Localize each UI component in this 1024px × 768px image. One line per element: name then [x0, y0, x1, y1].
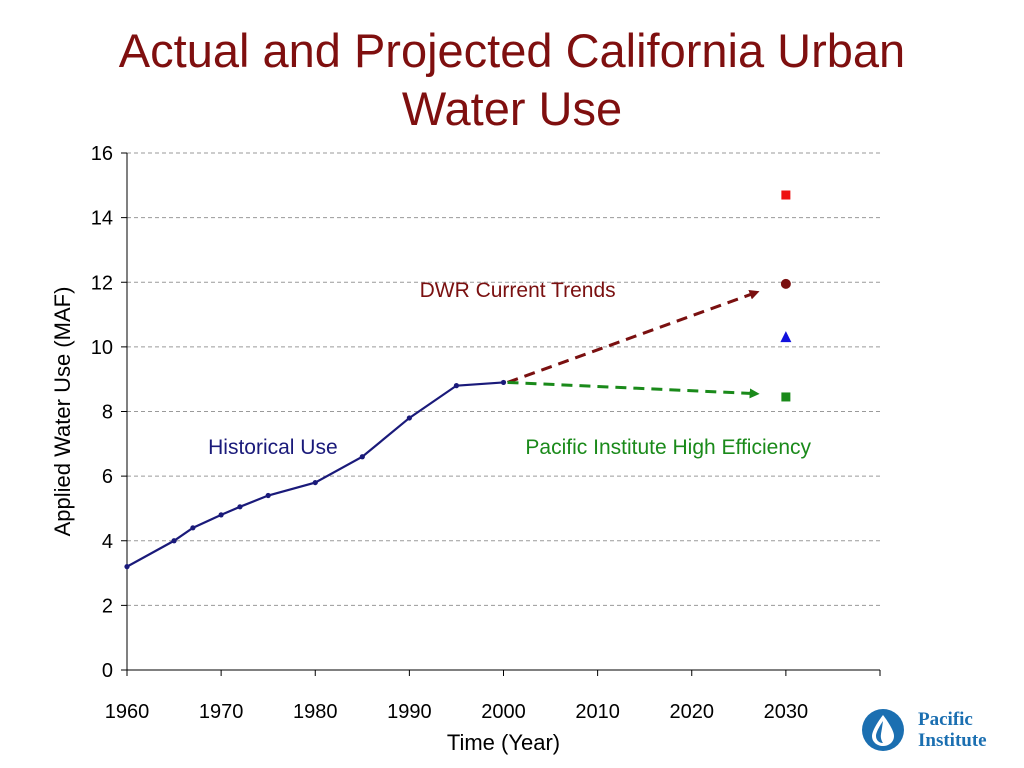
arrow-pacific-institute-high-efficiency	[507, 380, 760, 399]
y-tick-label-8: 8	[102, 402, 113, 424]
series-line-historical-use	[126, 381, 504, 568]
x-tick-label-1980: 1980	[293, 701, 338, 723]
x-tick-label-1960: 1960	[105, 701, 150, 723]
annotation-historical-use: Historical Use	[208, 436, 338, 459]
y-tick-label-10: 10	[91, 337, 113, 359]
annotation-dwr-current-trends: DWR Current Trends	[420, 279, 616, 302]
water-drop-icon	[862, 709, 904, 751]
marker-2030-circle-1	[780, 278, 791, 289]
y-axis-title: Applied Water Use (MAF)	[50, 287, 75, 537]
labels: DWR Current Trends Historical Use Pacific …	[208, 279, 811, 459]
y-tick-label-0: 0	[102, 660, 113, 682]
x-tick-label-1970: 1970	[199, 701, 244, 723]
y-tick-label-2: 2	[102, 595, 113, 617]
x-tick-label-2010: 2010	[575, 701, 620, 723]
slide-title-line2: Water Use	[401, 82, 623, 135]
series-point-1960	[124, 564, 130, 570]
series-point-1965	[171, 538, 177, 544]
arrow-dwr-current-trends	[506, 289, 760, 384]
series-point-2000	[500, 379, 507, 386]
axes: 0 2 4 6 8 10 12 14 16 1960 1970 1980 1990 2000 2010 202…	[50, 143, 881, 755]
series	[124, 190, 792, 570]
logo-line2: Institute	[918, 730, 987, 751]
logo-text: Pacific Institute	[918, 709, 987, 751]
series-point-1980	[312, 479, 318, 486]
slide-title-line1: Actual and Projected California Urban	[118, 24, 906, 77]
series-point-1975	[265, 492, 271, 499]
slide-title: Actual and Projected California Urban Wa…	[0, 22, 1024, 138]
annotation-pacific-institute-high-efficiency: Pacific Institute High Efficiency	[525, 436, 811, 459]
pacific-institute-logo: Pacific Institute	[858, 705, 1018, 755]
x-tick-label-2020: 2020	[670, 701, 715, 723]
series-point-1972	[237, 504, 243, 510]
y-tick-label-6: 6	[102, 466, 113, 488]
grid-lines	[127, 152, 880, 606]
series-point-1995	[453, 383, 460, 389]
marker-2030-triangle-2	[780, 331, 792, 343]
x-axis-title: Time (Year)	[447, 730, 560, 755]
marker-2030-square-3	[781, 392, 791, 402]
marker-2030-square-0	[781, 190, 791, 200]
series-point-1970	[218, 512, 224, 518]
y-tick-label-12: 12	[91, 272, 113, 294]
x-tick-label-1990: 1990	[387, 701, 432, 723]
y-tick-label-16: 16	[91, 143, 113, 165]
logo-line1: Pacific	[918, 709, 973, 730]
y-tick-label-4: 4	[102, 531, 113, 553]
x-tick-label-2030: 2030	[764, 701, 809, 723]
series-point-1990	[406, 415, 412, 421]
y-tick-label-14: 14	[91, 208, 113, 230]
series-point-1985	[359, 454, 365, 460]
x-tick-label-2000: 2000	[481, 701, 526, 723]
series-point-1967	[190, 525, 196, 531]
